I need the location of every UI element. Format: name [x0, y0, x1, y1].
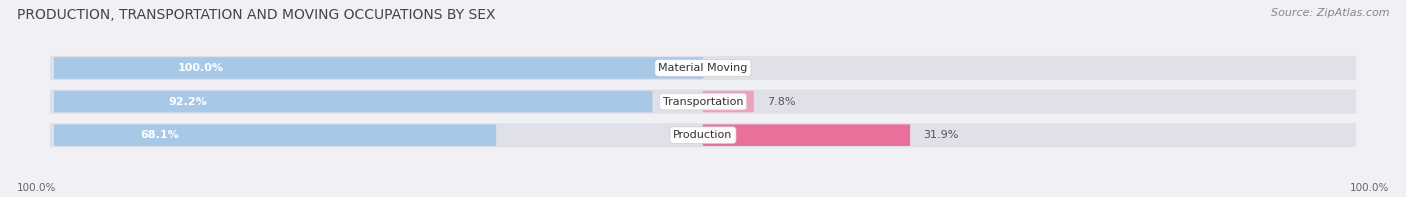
FancyBboxPatch shape [53, 91, 652, 112]
Text: 92.2%: 92.2% [169, 97, 207, 107]
FancyBboxPatch shape [51, 89, 1355, 114]
Text: Production: Production [673, 130, 733, 140]
Text: 100.0%: 100.0% [17, 183, 56, 193]
Text: Transportation: Transportation [662, 97, 744, 107]
Text: 31.9%: 31.9% [922, 130, 959, 140]
FancyBboxPatch shape [703, 125, 910, 146]
FancyBboxPatch shape [51, 123, 1355, 147]
Text: Material Moving: Material Moving [658, 63, 748, 73]
Text: PRODUCTION, TRANSPORTATION AND MOVING OCCUPATIONS BY SEX: PRODUCTION, TRANSPORTATION AND MOVING OC… [17, 8, 495, 22]
FancyBboxPatch shape [53, 57, 703, 79]
Text: 7.8%: 7.8% [766, 97, 796, 107]
FancyBboxPatch shape [51, 56, 1355, 80]
Text: 100.0%: 100.0% [1350, 183, 1389, 193]
FancyBboxPatch shape [53, 125, 496, 146]
FancyBboxPatch shape [703, 91, 754, 112]
Text: 68.1%: 68.1% [141, 130, 179, 140]
Text: Source: ZipAtlas.com: Source: ZipAtlas.com [1271, 8, 1389, 18]
Text: 0.0%: 0.0% [716, 63, 744, 73]
Text: 100.0%: 100.0% [177, 63, 224, 73]
